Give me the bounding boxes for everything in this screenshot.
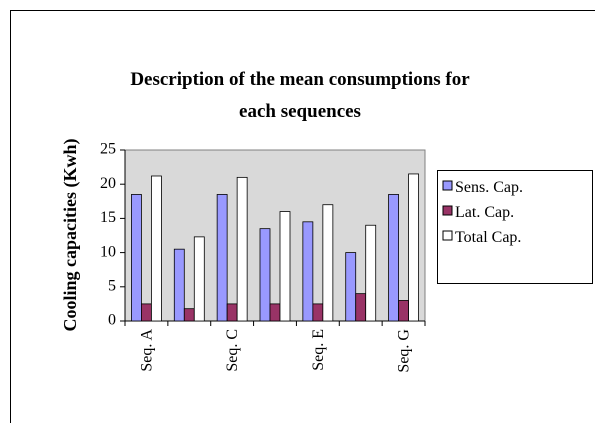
y-tick-label: 0	[108, 312, 116, 329]
bar	[388, 194, 399, 322]
x-tick-label: Seq. E	[310, 329, 327, 371]
x-tick-label: Seq. C	[224, 329, 241, 372]
bar	[173, 248, 185, 322]
legend-label: Lat. Cap.	[455, 204, 514, 221]
bar	[398, 300, 409, 322]
bar	[259, 228, 271, 322]
bar	[183, 308, 195, 322]
chart-title: each sequences	[239, 101, 361, 122]
bar	[151, 175, 162, 322]
x-tick-label: Seq. A	[138, 329, 155, 372]
y-tick-label: 5	[108, 277, 116, 294]
legend-swatch	[442, 205, 453, 216]
plot-area	[124, 149, 426, 322]
bar	[355, 293, 367, 322]
y-axis-label: Cooling capacities (Kwh)	[60, 139, 81, 332]
bar	[236, 176, 248, 322]
bar	[193, 236, 205, 322]
bar	[365, 224, 377, 322]
bar	[269, 303, 281, 322]
bar	[216, 194, 228, 322]
bar	[226, 303, 238, 322]
legend	[437, 170, 593, 284]
y-tick-label: 20	[100, 175, 116, 192]
chart-title: Description of the mean consumptions for	[130, 69, 470, 90]
legend-swatch	[442, 230, 453, 241]
bar	[141, 303, 152, 322]
legend-swatch	[442, 180, 453, 191]
bar	[131, 194, 142, 322]
legend-label: Sens. Cap.	[455, 179, 523, 196]
legend-label: Total Cap.	[455, 229, 521, 246]
y-tick-label: 15	[100, 209, 116, 226]
bar	[408, 173, 419, 322]
y-tick-label: 10	[100, 243, 116, 260]
bar	[322, 204, 334, 322]
bar	[302, 221, 314, 322]
bar	[312, 303, 324, 322]
bar	[279, 211, 291, 322]
x-tick-label: Seq. G	[396, 329, 413, 373]
y-tick-label: 25	[100, 141, 116, 158]
bar	[345, 252, 357, 322]
